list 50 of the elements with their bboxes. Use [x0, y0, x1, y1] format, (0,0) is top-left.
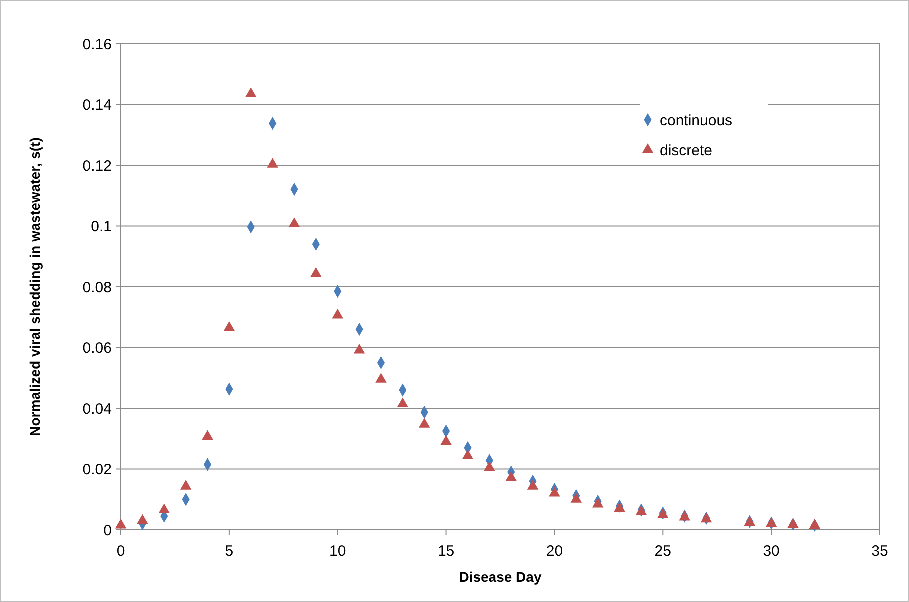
- point: [788, 518, 799, 528]
- point: [158, 504, 170, 514]
- point: [267, 158, 278, 168]
- y-tick-label: 0.14: [82, 97, 112, 114]
- point: [397, 398, 409, 408]
- y-axis-title: Normalized viral shedding in wastewater, s(t): [27, 138, 43, 436]
- point: [570, 493, 582, 503]
- point: [462, 450, 474, 460]
- point: [614, 502, 626, 512]
- y-tick-label: 0.1: [91, 218, 112, 236]
- x-tick-label: 0: [116, 543, 126, 560]
- point: [332, 309, 344, 319]
- point: [202, 430, 214, 440]
- x-tick-label: 5: [225, 543, 234, 560]
- legend-label: discrete: [660, 142, 713, 160]
- x-tick-label: 30: [763, 543, 780, 560]
- point: [376, 373, 387, 383]
- point: [744, 516, 756, 526]
- x-tick-label: 10: [330, 543, 346, 560]
- legend-label: continuous: [660, 112, 733, 130]
- point: [137, 514, 148, 524]
- point: [180, 480, 192, 490]
- x-tick-label: 25: [654, 543, 672, 560]
- point: [288, 218, 300, 228]
- point: [592, 498, 604, 508]
- point: [506, 472, 517, 482]
- x-axis-title: Disease Day: [459, 569, 542, 585]
- point: [224, 322, 236, 332]
- y-tick-label: 0.02: [82, 462, 112, 478]
- point: [809, 519, 821, 529]
- point: [549, 487, 560, 497]
- point: [700, 512, 712, 523]
- point: [245, 88, 257, 98]
- point: [354, 344, 366, 354]
- point: [440, 435, 452, 446]
- point: [766, 517, 778, 528]
- point: [418, 418, 430, 428]
- y-tick-label: 0.16: [82, 36, 112, 54]
- y-tick-label: 0.08: [82, 279, 112, 296]
- point: [115, 518, 127, 529]
- y-tick-label: 0.04: [82, 400, 112, 418]
- x-tick-label: 15: [438, 543, 455, 560]
- y-tick-label: 0.12: [82, 158, 112, 175]
- point: [484, 462, 496, 472]
- x-tick-label: 20: [546, 543, 564, 560]
- y-tick-label: 0.06: [82, 340, 112, 357]
- y-tick-label: 0: [104, 522, 112, 540]
- x-tick-label: 35: [872, 543, 888, 560]
- point: [310, 267, 322, 278]
- point: [527, 480, 539, 490]
